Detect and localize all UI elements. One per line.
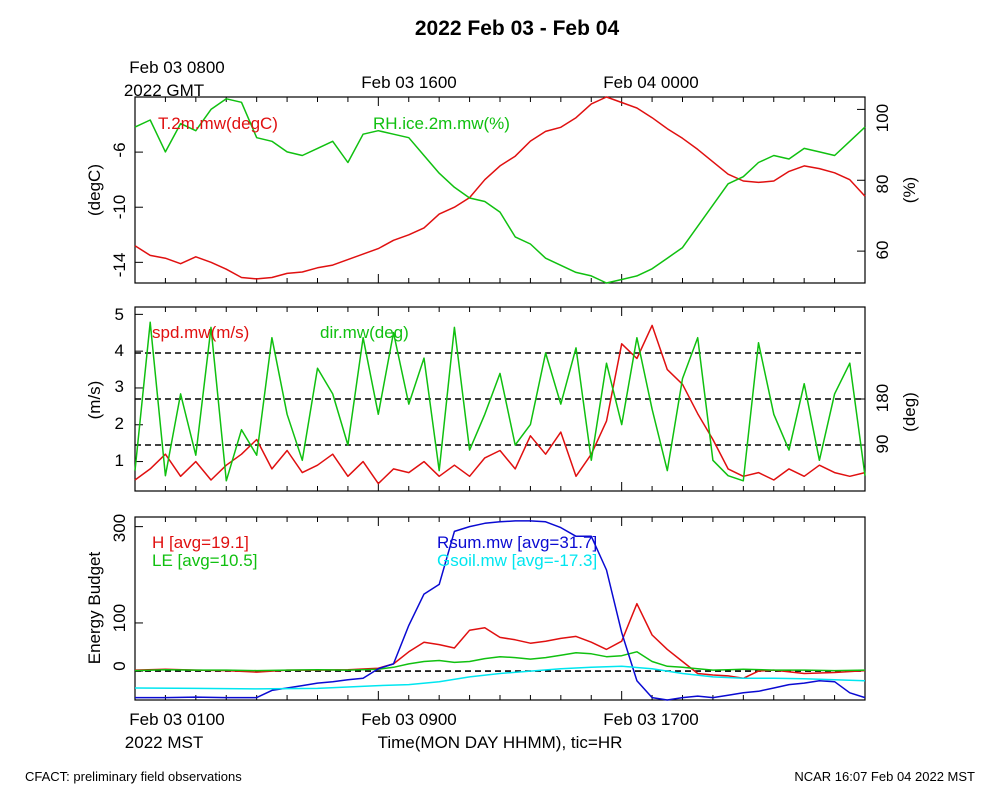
legend-wind-direction: dir.mw(deg) (320, 323, 409, 342)
energy-budget-panel: H [avg=19.1] LE [avg=10.5] Rsum.mw [avg=… (85, 514, 866, 701)
rh-axis-label: (%) (900, 177, 919, 203)
legend-wind-speed: spd.mw(m/s) (152, 323, 249, 342)
wind-speed-tick-label-4: 5 (115, 305, 124, 324)
series-line-h (134, 602, 866, 680)
wind-direction-tick-label-0: 90 (873, 435, 892, 454)
wind-speed-axis-label: (m/s) (85, 381, 104, 420)
bottom-tick-label-0: Feb 03 0100 (129, 710, 224, 729)
rh-tick-label-2: 60 (873, 241, 892, 260)
temperature-axis-label: (degC) (85, 164, 104, 216)
rh-tick-label-0: 100 (873, 104, 892, 132)
bottom-axis-sublabel: 2022 MST (125, 733, 203, 752)
footer-right: NCAR 16:07 Feb 04 2022 MST (794, 769, 975, 784)
wind-panel: spd.mw(m/s) dir.mw(deg) (m/s) (deg) 1 2 … (85, 305, 919, 492)
wind-speed-tick-label-0: 1 (115, 451, 124, 470)
energy-budget-axis-label: Energy Budget (85, 551, 104, 664)
legend-rsum: Rsum.mw [avg=31.7] (437, 533, 597, 552)
rh-tick-label-1: 80 (873, 175, 892, 194)
energy-tick-label-0: 0 (110, 661, 129, 670)
legend-h: H [avg=19.1] (152, 533, 249, 552)
wind-speed-tick-label-2: 3 (115, 377, 124, 396)
top-tick-label-2: Feb 04 0000 (603, 73, 698, 92)
top-tick-label-1: Feb 03 1600 (361, 73, 456, 92)
series-line-le (134, 651, 866, 672)
wind-direction-axis-label: (deg) (900, 392, 919, 432)
wind-speed-tick-label-1: 2 (115, 414, 124, 433)
energy-tick-label-2: 300 (110, 514, 129, 542)
series-line-dir-mw-deg (134, 321, 866, 482)
series-line-t-2m-mw-degc (134, 96, 866, 280)
series-line-gsoil-mw (134, 665, 866, 690)
wind-speed-tick-label-3: 4 (115, 341, 124, 360)
chart-title: 2022 Feb 03 - Feb 04 (415, 17, 620, 40)
temperature-tick-label-1: -10 (110, 195, 129, 220)
temperature-tick-label-0: -6 (110, 142, 129, 157)
top-tick-label-0: Feb 03 0800 (129, 58, 224, 77)
legend-rh: RH.ice.2m.mw(%) (373, 114, 510, 133)
series-line-spd-mw-m-s (134, 324, 866, 485)
legend-temperature: T.2m.mw(degC) (158, 114, 278, 133)
footer-left: CFACT: preliminary field observations (25, 769, 242, 784)
bottom-tick-label-2: Feb 03 1700 (603, 710, 698, 729)
energy-tick-label-1: 100 (110, 604, 129, 632)
temperature-rh-panel: T.2m.mw(degC) RH.ice.2m.mw(%) (degC) (%)… (85, 96, 919, 284)
series-line-rsum-mw (135, 520, 866, 701)
top-axis-sublabel: 2022 GMT (124, 81, 204, 100)
x-axis-title: Time(MON DAY HHMM), tic=HR (378, 733, 623, 752)
temperature-tick-label-2: -14 (110, 253, 129, 278)
legend-gsoil: Gsoil.mw [avg=-17.3] (437, 551, 597, 570)
wind-direction-tick-label-1: 180 (873, 384, 892, 412)
series-line-rh-ice-2m-mw (134, 98, 866, 284)
bottom-tick-label-1: Feb 03 0900 (361, 710, 456, 729)
legend-le: LE [avg=10.5] (152, 551, 257, 570)
